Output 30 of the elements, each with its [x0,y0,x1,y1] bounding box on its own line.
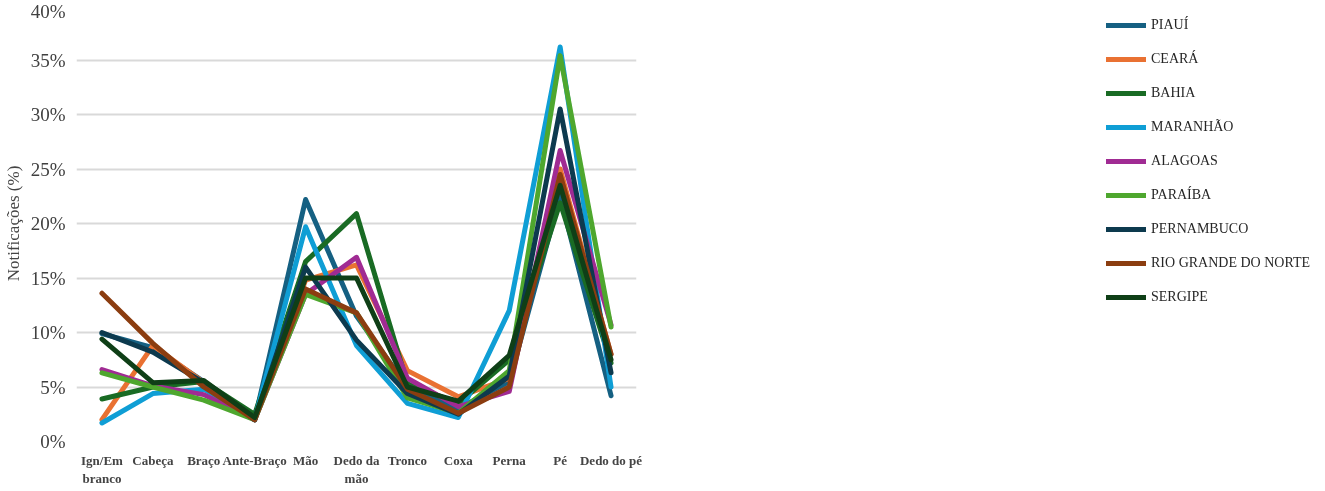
legend-label: SERGIPE [1151,289,1208,305]
y-tick-label: 15% [30,267,66,289]
legend-label: PIAUÍ [1151,17,1189,33]
legend-label: BAHIA [1151,85,1196,101]
x-tick-label: Ign/Em branco [81,452,124,486]
y-tick-label: 5% [40,376,66,398]
x-tick-label: Perna [492,452,527,468]
legend-label: CEARÁ [1151,51,1199,67]
legend-label: PARAÍBA [1151,187,1212,203]
y-tick-label: 40% [30,0,66,22]
x-tick-label: Dedo da mão [333,452,380,486]
y-tick-label: 0% [40,431,66,452]
legend-label: MARANHÃO [1151,119,1234,135]
y-tick-label: 25% [30,158,66,180]
legend-label: PERNAMBUCO [1151,221,1249,237]
y-tick-label: 35% [30,49,66,71]
legend-label: ALAGOAS [1151,153,1218,169]
x-tick-label: Tronco [387,452,428,468]
x-tick-label: Coxa [443,452,474,468]
x-tick-label: Mão [292,452,319,468]
x-tick-label: Cabeça [132,452,174,468]
x-tick-label: Pé [553,452,568,468]
y-axis-title: Notificações (%) [3,165,23,282]
x-tick-label: Dedo do pé [579,452,643,468]
y-tick-label: 20% [30,213,66,234]
y-tick-label: 10% [30,322,66,343]
x-tick-label: Braço [187,452,221,468]
y-tick-label: 30% [30,104,66,125]
legend-label: RIO GRANDE DO NORTE [1151,255,1310,271]
x-tick-label: Ante-Braço [222,452,287,468]
